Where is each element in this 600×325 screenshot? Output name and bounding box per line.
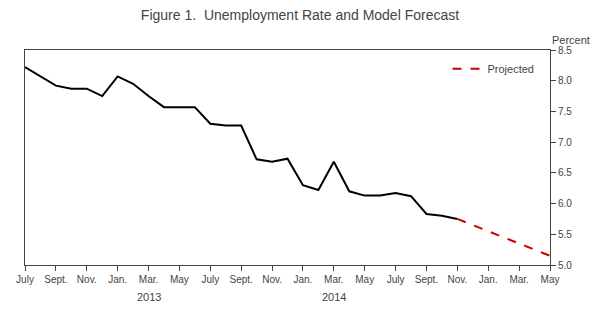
svg-text:Jan.: Jan. <box>479 274 498 285</box>
svg-text:Jan.: Jan. <box>108 274 127 285</box>
svg-text:6.0: 6.0 <box>558 198 572 209</box>
svg-text:Percent: Percent <box>552 34 590 46</box>
svg-text:May: May <box>355 274 374 285</box>
svg-text:6.5: 6.5 <box>558 167 572 178</box>
svg-text:Mar.: Mar. <box>509 274 528 285</box>
svg-text:Nov.: Nov. <box>77 274 97 285</box>
svg-text:Projected: Projected <box>488 63 534 75</box>
svg-text:Nov.: Nov. <box>447 274 467 285</box>
svg-text:Figure 1. Unemployment Rate a: Figure 1. Unemployment Rate and Model Fo… <box>141 7 459 23</box>
svg-text:Mar.: Mar. <box>139 274 158 285</box>
svg-text:5.5: 5.5 <box>558 229 572 240</box>
svg-text:Mar.: Mar. <box>324 274 343 285</box>
svg-text:Jan.: Jan. <box>293 274 312 285</box>
svg-text:2013: 2013 <box>137 291 161 303</box>
svg-text:Sept.: Sept. <box>230 274 253 285</box>
svg-text:7.0: 7.0 <box>558 137 572 148</box>
svg-text:July: July <box>16 274 34 285</box>
svg-text:Nov.: Nov. <box>262 274 282 285</box>
svg-text:8.0: 8.0 <box>558 75 572 86</box>
svg-text:May: May <box>170 274 189 285</box>
svg-text:Sept.: Sept. <box>415 274 438 285</box>
svg-text:May: May <box>541 274 560 285</box>
svg-text:July: July <box>387 274 405 285</box>
svg-text:7.5: 7.5 <box>558 106 572 117</box>
svg-text:July: July <box>201 274 219 285</box>
svg-text:Sept.: Sept. <box>44 274 67 285</box>
svg-text:8.5: 8.5 <box>558 45 572 56</box>
svg-text:2014: 2014 <box>322 291 346 303</box>
svg-text:5.0: 5.0 <box>558 260 572 271</box>
